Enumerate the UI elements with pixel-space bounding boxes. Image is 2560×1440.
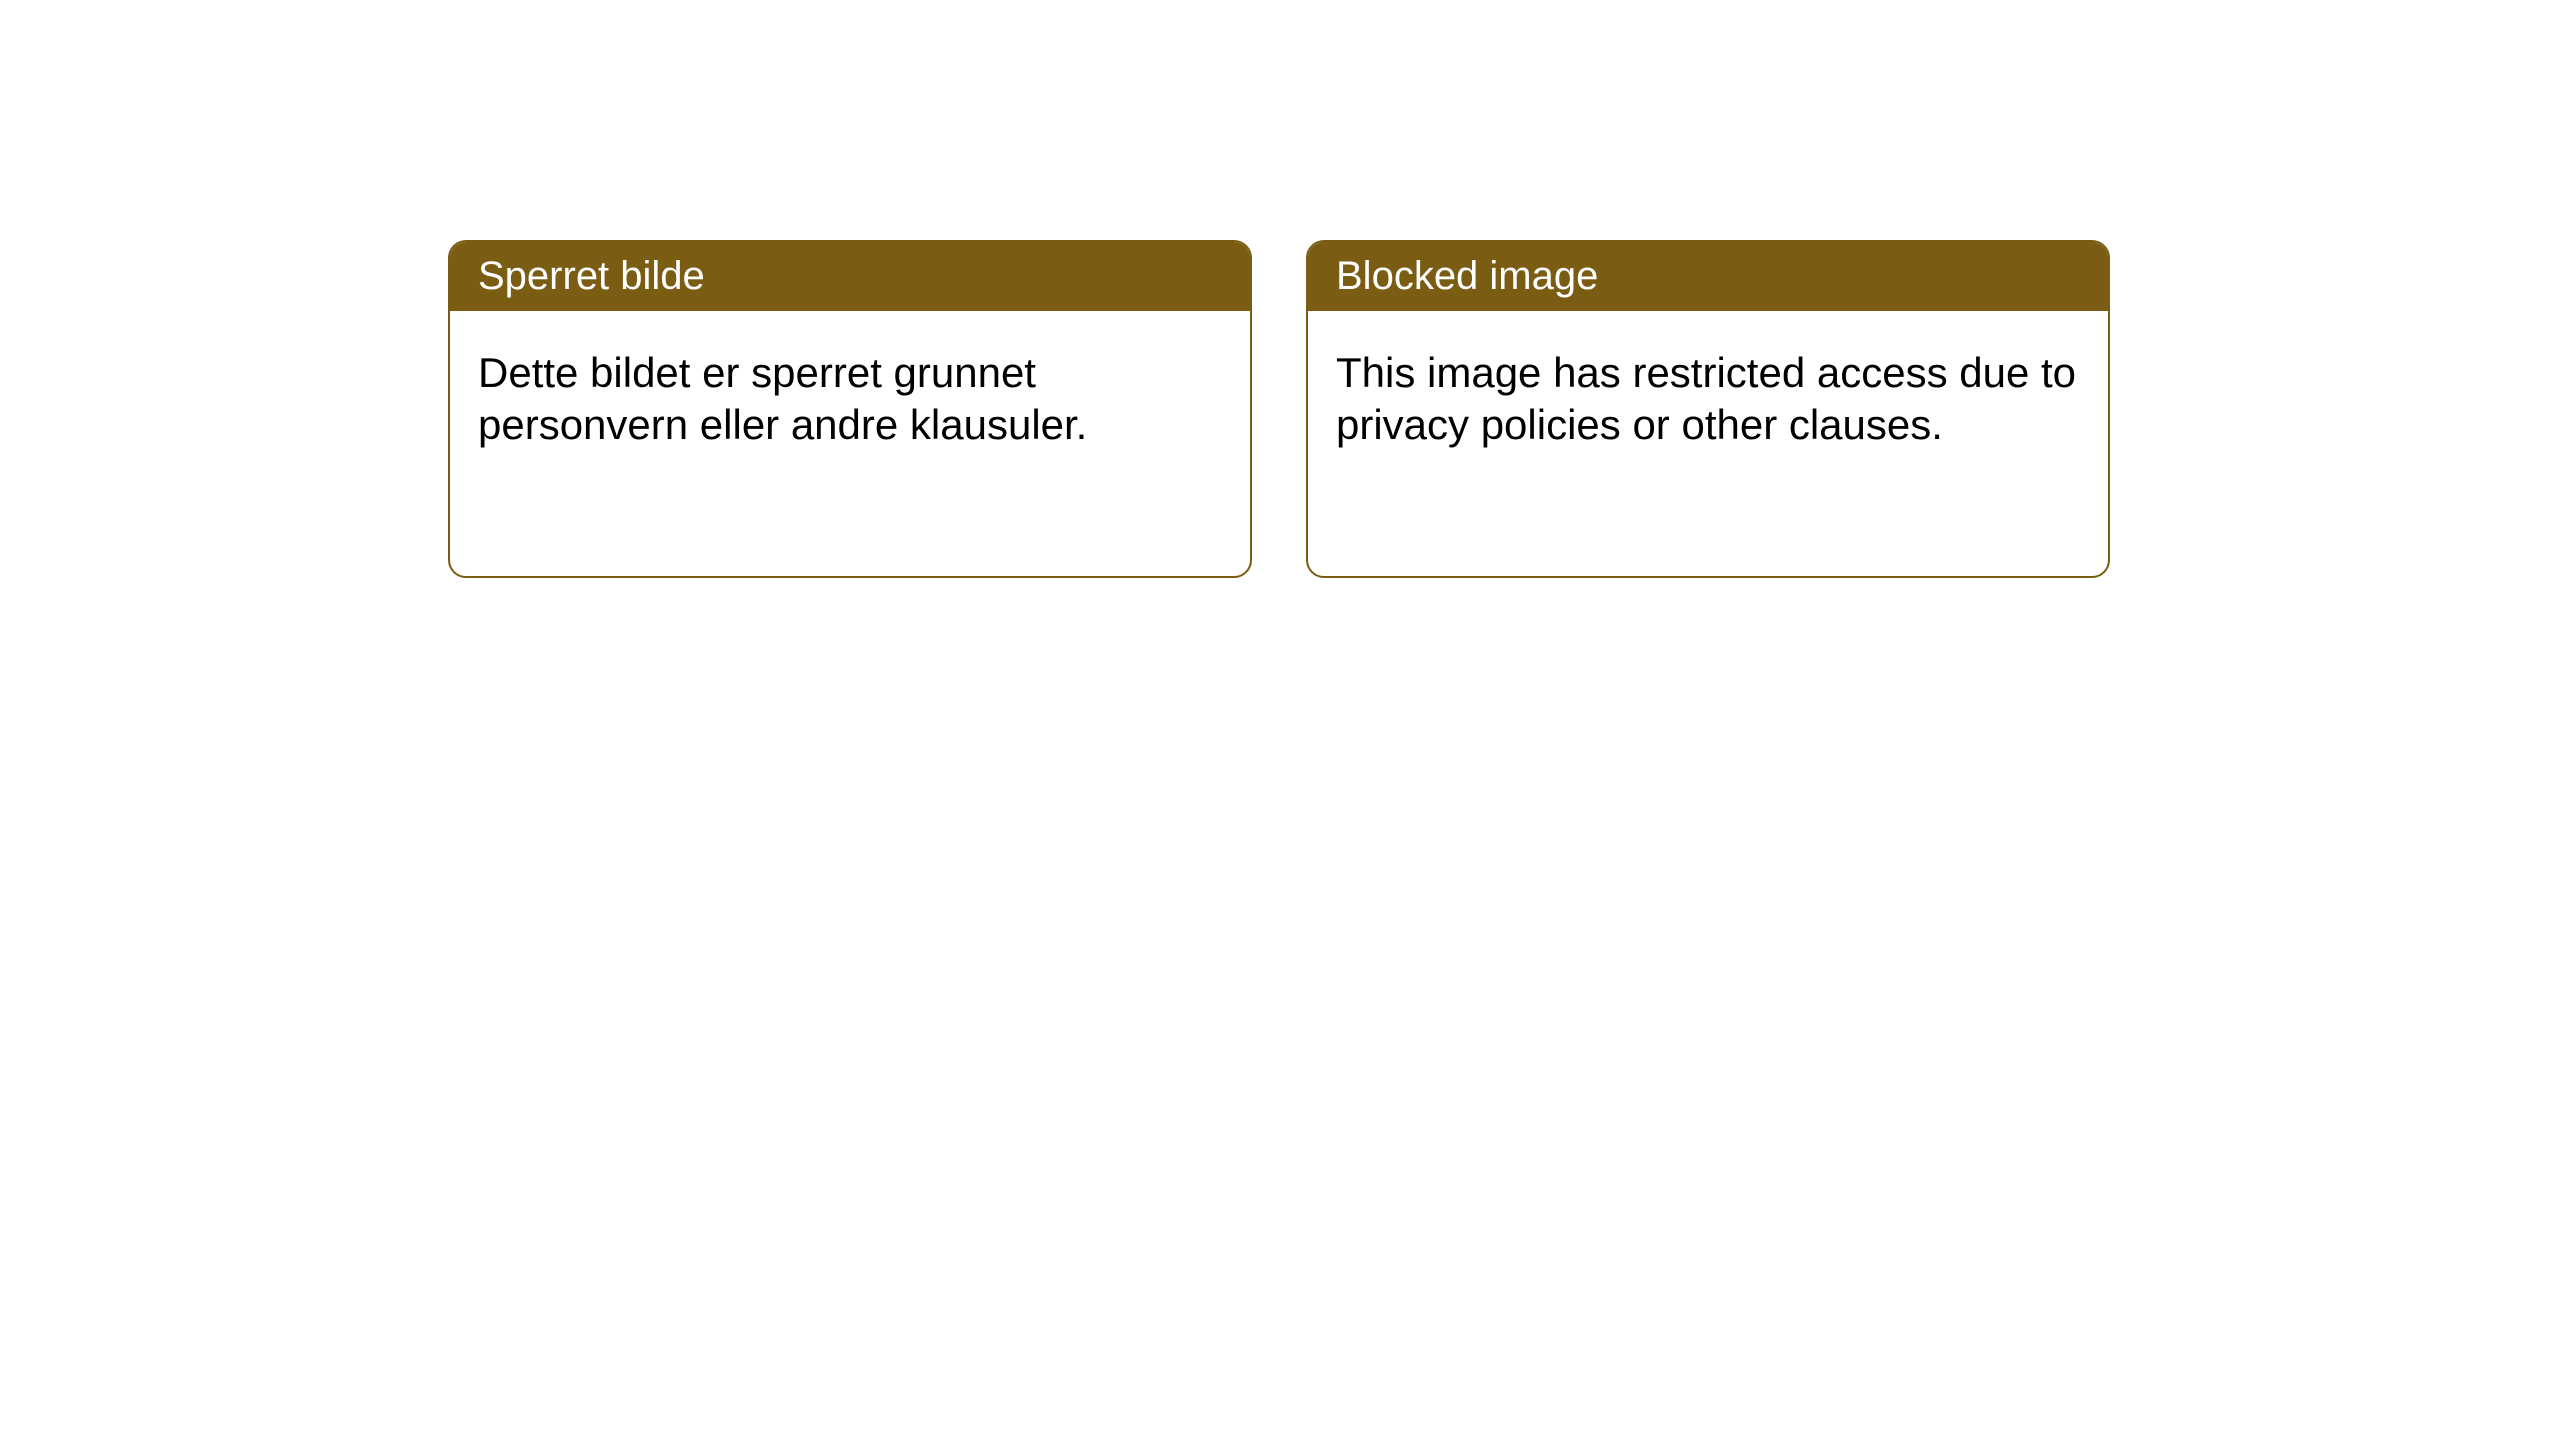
card-title: Sperret bilde (478, 254, 705, 298)
notice-cards-container: Sperret bilde Dette bildet er sperret gr… (448, 240, 2110, 578)
card-body-text: This image has restricted access due to … (1336, 349, 2076, 448)
card-body-text: Dette bildet er sperret grunnet personve… (478, 349, 1087, 448)
notice-card-norwegian: Sperret bilde Dette bildet er sperret gr… (448, 240, 1252, 578)
card-header: Sperret bilde (450, 242, 1250, 311)
notice-card-english: Blocked image This image has restricted … (1306, 240, 2110, 578)
card-body: This image has restricted access due to … (1308, 311, 2108, 487)
card-header: Blocked image (1308, 242, 2108, 311)
card-body: Dette bildet er sperret grunnet personve… (450, 311, 1250, 487)
card-title: Blocked image (1336, 254, 1598, 298)
